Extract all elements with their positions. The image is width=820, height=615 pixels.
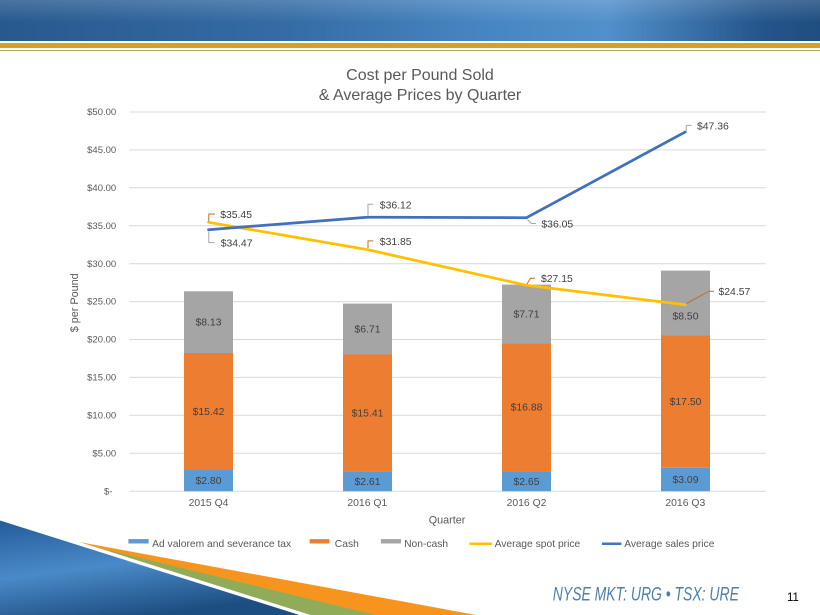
svg-text:Ad valorem and severance tax: Ad valorem and severance tax [152, 539, 292, 550]
svg-text:$3.09: $3.09 [672, 475, 698, 486]
svg-text:$10.00: $10.00 [87, 410, 116, 421]
svg-text:$36.12: $36.12 [380, 200, 412, 211]
svg-text:$40.00: $40.00 [87, 183, 116, 194]
svg-text:$7.71: $7.71 [513, 310, 539, 321]
svg-text:$2.61: $2.61 [354, 477, 380, 488]
svg-text:$27.15: $27.15 [541, 274, 573, 285]
svg-text:$8.50: $8.50 [672, 312, 698, 323]
svg-text:$45.00: $45.00 [87, 145, 116, 156]
svg-text:$15.00: $15.00 [87, 373, 116, 384]
svg-text:$5.00: $5.00 [92, 448, 116, 459]
svg-text:$2.80: $2.80 [195, 476, 221, 487]
svg-text:Non-cash: Non-cash [404, 539, 448, 550]
svg-text:$47.36: $47.36 [697, 122, 729, 133]
svg-text:2016 Q1: 2016 Q1 [347, 498, 387, 509]
svg-text:2016 Q2: 2016 Q2 [507, 498, 547, 509]
svg-text:11: 11 [787, 592, 799, 604]
svg-text:Cash: Cash [335, 539, 359, 550]
svg-text:$6.71: $6.71 [354, 325, 380, 336]
svg-text:$31.85: $31.85 [380, 237, 412, 248]
svg-text:$24.57: $24.57 [719, 287, 751, 298]
svg-text:$ per Pound: $ per Pound [69, 273, 81, 332]
svg-text:$15.42: $15.42 [193, 407, 225, 418]
svg-text:$34.47: $34.47 [221, 238, 253, 249]
svg-text:$16.88: $16.88 [511, 403, 543, 414]
svg-text:$20.00: $20.00 [87, 335, 116, 346]
svg-text:$15.41: $15.41 [352, 409, 384, 420]
svg-text:$2.65: $2.65 [513, 477, 539, 488]
svg-text:$36.05: $36.05 [541, 220, 573, 231]
svg-text:2016 Q3: 2016 Q3 [665, 498, 705, 509]
svg-text:$35.00: $35.00 [87, 221, 116, 232]
svg-text:NYSE MKT: URG • TSX: URE: NYSE MKT: URG • TSX: URE [553, 583, 740, 605]
svg-text:$25.00: $25.00 [87, 297, 116, 308]
svg-text:$-: $- [104, 486, 112, 497]
svg-text:Average spot price: Average spot price [495, 539, 581, 550]
svg-text:Quarter: Quarter [429, 515, 466, 527]
svg-text:2015 Q4: 2015 Q4 [189, 498, 229, 509]
svg-text:$8.13: $8.13 [195, 318, 221, 329]
svg-text:$30.00: $30.00 [87, 259, 116, 270]
svg-text:$17.50: $17.50 [670, 397, 702, 408]
svg-text:Average sales price: Average sales price [624, 539, 715, 550]
svg-text:$50.00: $50.00 [87, 107, 116, 118]
svg-text:$35.45: $35.45 [220, 210, 252, 221]
